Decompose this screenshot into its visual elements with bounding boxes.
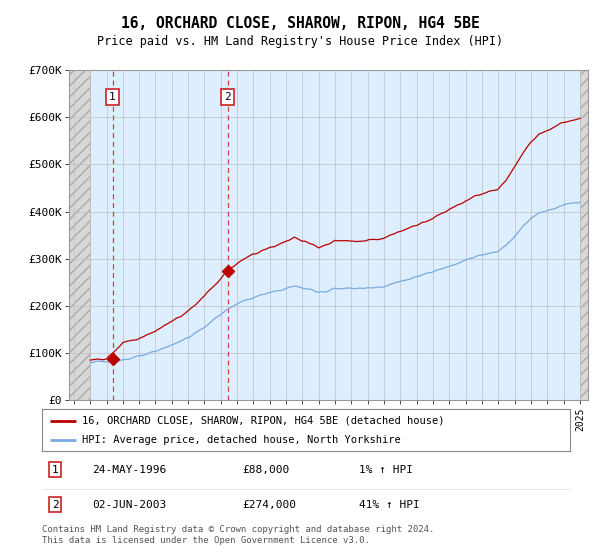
Text: 41% ↑ HPI: 41% ↑ HPI (359, 500, 419, 510)
Text: 02-JUN-2003: 02-JUN-2003 (92, 500, 166, 510)
Bar (69, 70, 90, 400)
Text: £88,000: £88,000 (242, 465, 290, 475)
Text: 16, ORCHARD CLOSE, SHAROW, RIPON, HG4 5BE (detached house): 16, ORCHARD CLOSE, SHAROW, RIPON, HG4 5B… (82, 416, 444, 426)
Text: 16, ORCHARD CLOSE, SHAROW, RIPON, HG4 5BE: 16, ORCHARD CLOSE, SHAROW, RIPON, HG4 5B… (121, 16, 479, 31)
Text: HPI: Average price, detached house, North Yorkshire: HPI: Average price, detached house, Nort… (82, 435, 400, 445)
Text: 1: 1 (109, 92, 116, 102)
Text: 24-MAY-1996: 24-MAY-1996 (92, 465, 166, 475)
Text: Price paid vs. HM Land Registry's House Price Index (HPI): Price paid vs. HM Land Registry's House … (97, 35, 503, 49)
Text: 1: 1 (52, 465, 59, 475)
Text: 2: 2 (52, 500, 59, 510)
Bar (580, 70, 588, 400)
Text: £274,000: £274,000 (242, 500, 296, 510)
Text: 1% ↑ HPI: 1% ↑ HPI (359, 465, 413, 475)
Text: 2: 2 (224, 92, 231, 102)
Text: Contains HM Land Registry data © Crown copyright and database right 2024.
This d: Contains HM Land Registry data © Crown c… (42, 525, 434, 545)
